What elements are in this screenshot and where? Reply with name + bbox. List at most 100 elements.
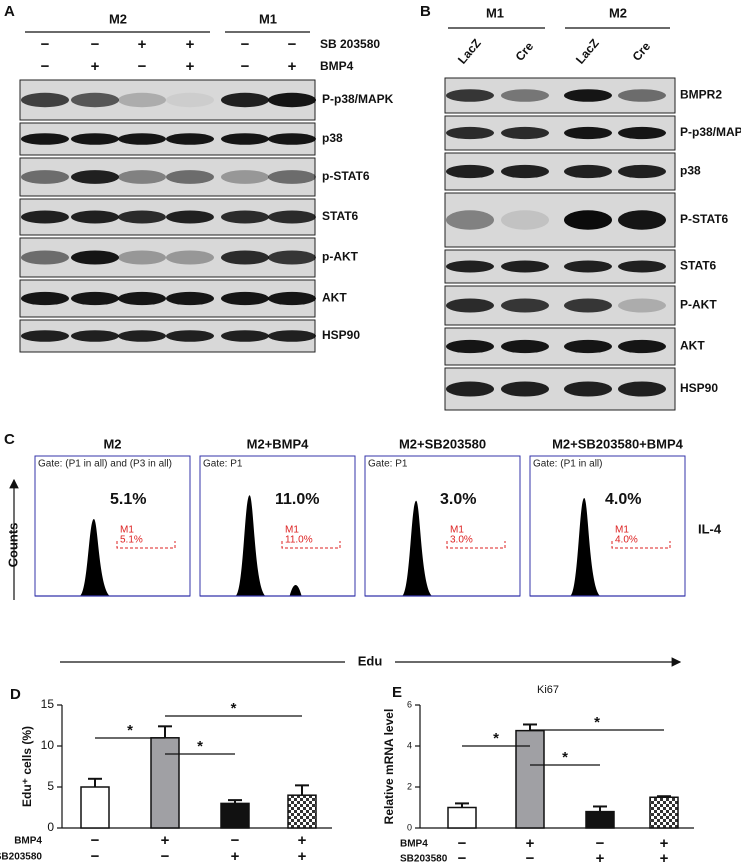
blot-band — [564, 260, 612, 273]
bar — [447, 806, 477, 829]
panel-label: C — [4, 431, 15, 448]
treatment-label: BMP4 — [320, 59, 354, 73]
blot-band — [221, 330, 269, 342]
histogram — [570, 498, 601, 596]
y-tick-label: 4 — [407, 740, 412, 750]
blot-band — [21, 250, 69, 265]
blot-band — [446, 89, 494, 102]
plot-title: M2+SB203580+BMP4 — [552, 436, 684, 451]
band-label: P-STAT6 — [680, 212, 729, 226]
y-tick-label: 10 — [41, 738, 55, 752]
percent: 3.0% — [440, 491, 476, 508]
blot-band — [166, 291, 214, 306]
blot-band — [118, 210, 166, 224]
bar — [220, 802, 250, 829]
blot-band — [166, 250, 214, 265]
blot-band — [618, 298, 666, 313]
gate-marker: M1 — [120, 525, 134, 536]
band-label: P-p38/MAPK — [680, 125, 741, 139]
lane-label: LacZ — [573, 36, 602, 66]
blot-band — [446, 381, 494, 397]
gate-label: Gate: P1 — [368, 459, 408, 470]
histogram-frame — [34, 455, 191, 597]
blot-band — [446, 210, 494, 230]
sign: + — [288, 58, 297, 75]
blot-band — [501, 339, 549, 354]
y-axis-label: Counts — [5, 523, 20, 568]
blot-band — [166, 170, 214, 184]
sign: − — [288, 36, 297, 53]
panel-label: A — [4, 3, 15, 20]
condition-label: SB203580 — [0, 852, 42, 863]
blot-band — [501, 89, 549, 102]
blot-band — [268, 330, 316, 342]
band-label: AKT — [322, 291, 347, 305]
blot-band — [221, 250, 269, 265]
sign: + — [660, 835, 669, 852]
blot-band — [21, 133, 69, 145]
sign: + — [660, 850, 669, 867]
blot-band — [268, 210, 316, 224]
gate-marker-value: 11.0% — [285, 535, 313, 546]
significance-star: * — [493, 730, 499, 747]
blot-band — [618, 210, 666, 230]
gate-marker-value: 5.1% — [120, 535, 143, 546]
blot-band — [71, 330, 119, 342]
sign: − — [231, 832, 240, 849]
gate-range — [446, 541, 506, 549]
gate-marker: M1 — [450, 525, 464, 536]
chart-title: Ki67 — [537, 684, 559, 696]
sign: + — [186, 58, 195, 75]
blot-band — [618, 339, 666, 354]
blot-band — [501, 126, 549, 140]
significance-star: * — [197, 738, 203, 755]
side-label: IL-4 — [698, 521, 722, 536]
band-label: AKT — [680, 339, 705, 353]
blot-band — [618, 164, 666, 179]
y-axis-label: Edu⁺ cells (%) — [20, 726, 34, 807]
sign: + — [298, 848, 307, 865]
blot-band — [21, 170, 69, 184]
band-label: BMPR2 — [680, 88, 722, 102]
blot-band — [564, 126, 612, 140]
blot-band — [268, 133, 316, 145]
significance-star: * — [231, 700, 237, 717]
blot-band — [618, 260, 666, 273]
sign: − — [41, 58, 50, 75]
lane-label: LacZ — [455, 36, 484, 66]
sign: − — [458, 835, 467, 852]
sign: + — [161, 832, 170, 849]
blot-band — [501, 298, 549, 313]
blot-band — [501, 210, 549, 230]
blot-band — [71, 291, 119, 306]
gate-range — [611, 541, 671, 549]
blot-band — [118, 250, 166, 265]
percent: 4.0% — [605, 491, 641, 508]
sign: − — [241, 58, 250, 75]
blot-band — [268, 92, 316, 108]
blot-band — [118, 170, 166, 184]
blot-band — [564, 339, 612, 354]
blot-band — [71, 210, 119, 224]
blot-band — [446, 339, 494, 354]
blot-band — [501, 381, 549, 397]
sign: − — [91, 36, 100, 53]
histogram-frame — [364, 455, 521, 597]
band-label: p38 — [680, 164, 701, 178]
blot-band — [221, 133, 269, 145]
band-label: p-STAT6 — [322, 169, 370, 183]
band-label: STAT6 — [322, 209, 359, 223]
x-axis-label: Edu — [358, 653, 383, 668]
sign: − — [41, 36, 50, 53]
blot-band — [564, 164, 612, 179]
blot-band — [71, 170, 119, 184]
sign: + — [186, 36, 195, 53]
group-label: M2 — [109, 11, 127, 26]
plot-title: M2 — [103, 436, 121, 451]
y-tick-label: 6 — [407, 699, 412, 709]
blot-band — [501, 164, 549, 179]
y-tick-label: 15 — [41, 697, 55, 711]
blot-band — [118, 133, 166, 145]
sign: + — [91, 58, 100, 75]
